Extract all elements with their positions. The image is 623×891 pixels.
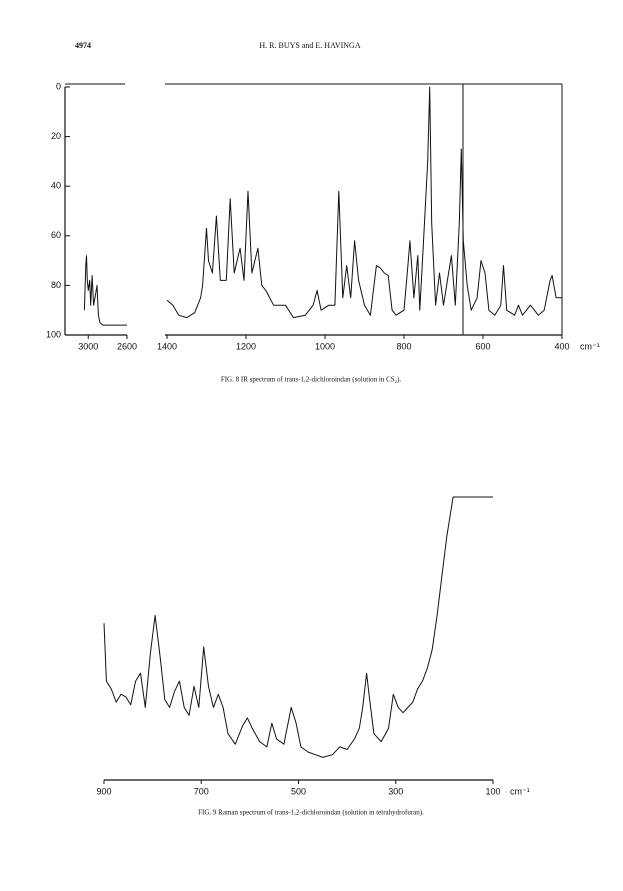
x-unit: cm⁻¹	[510, 786, 530, 796]
y-tick-label: 100	[46, 329, 61, 339]
y-tick-label: 80	[51, 280, 61, 290]
y-tick-label: 0	[56, 81, 61, 91]
x-tick-label: 1000	[315, 341, 335, 351]
x-tick-label: 400	[554, 341, 569, 351]
y-tick-label: 40	[51, 181, 61, 191]
y-tick-label: 60	[51, 230, 61, 240]
figure-caption: FIG. 8 IR spectrum of trans-1,2-dichloro…	[221, 376, 402, 384]
spectrum-line	[103, 496, 493, 758]
x-tick-label: 1200	[236, 341, 256, 351]
x-tick-label: 500	[291, 786, 306, 796]
x-tick-label: 2600	[117, 341, 137, 351]
x-tick-label: 800	[396, 341, 411, 351]
x-tick-label: 900	[96, 786, 111, 796]
x-tick-label: 700	[194, 786, 209, 796]
y-tick-label: 20	[51, 131, 61, 141]
x-tick-label: 100	[485, 786, 500, 796]
page-number: 4974	[75, 41, 91, 50]
x-tick-label: 300	[388, 786, 403, 796]
x-unit: cm⁻¹	[580, 341, 600, 351]
x-tick-label: 600	[475, 341, 490, 351]
spectrum-line	[166, 86, 562, 319]
x-tick-label: 3000	[78, 341, 98, 351]
figure-caption: FIG. 9 Raman spectrum of trans-1,2-dichl…	[198, 809, 424, 817]
spectrum-line	[83, 255, 127, 326]
running-head: H. R. BUYS and E. HAVINGA	[259, 41, 360, 50]
x-tick-label: 1400	[157, 341, 177, 351]
